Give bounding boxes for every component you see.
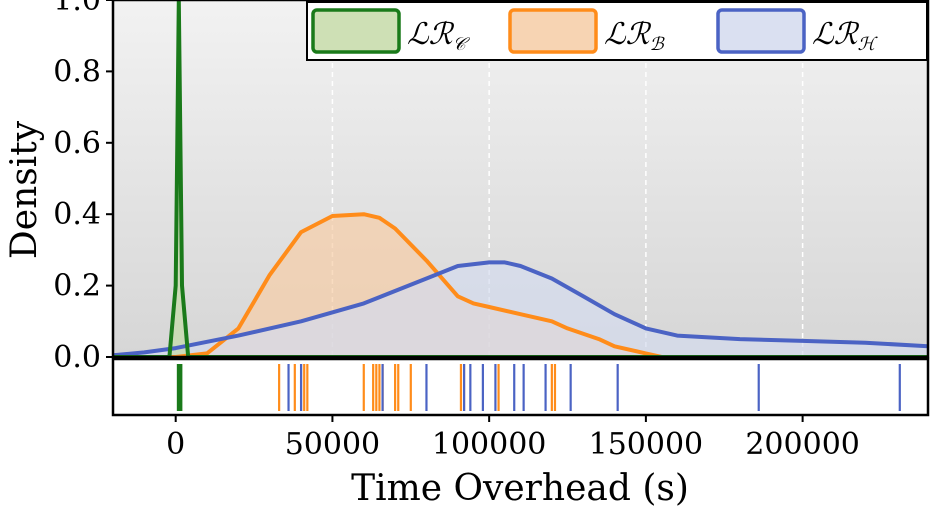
legend: ℒℛ𝒞 ℒℛℬ ℒℛℋ xyxy=(306,1,928,61)
y-axis-title: Density xyxy=(4,120,45,259)
main-plot-frame xyxy=(111,0,930,359)
y-tick-label: 0.4 xyxy=(53,197,101,232)
x-tick-label: 200000 xyxy=(745,427,860,462)
x-tick-label: 100000 xyxy=(432,427,547,462)
x-tick-label: 150000 xyxy=(589,427,704,462)
density-line-lr-c xyxy=(113,0,928,357)
y-tick-label: 0.6 xyxy=(53,126,101,161)
legend-swatch-lr-b xyxy=(508,8,598,54)
y-tick-label: 0.2 xyxy=(53,269,101,304)
legend-label-lr-b: ℒℛℬ xyxy=(604,17,666,55)
y-tick-label: 0.8 xyxy=(53,54,101,89)
x-axis: 0 50000 100000 150000 200000 xyxy=(166,415,860,462)
density-line-lr-h xyxy=(113,260,928,357)
rug-marks xyxy=(176,364,901,411)
density-line-lr-b xyxy=(113,212,928,357)
legend-label-lr-h: ℒℛℋ xyxy=(812,17,879,55)
y-tick-label: 1.0 xyxy=(53,0,101,18)
legend-swatch-lr-h xyxy=(716,8,806,54)
x-axis-title: Time Overhead (s) xyxy=(351,468,689,509)
y-axis: 0.0 0.2 0.4 0.6 0.8 1.0 xyxy=(53,0,113,375)
rug-panel xyxy=(111,357,930,417)
x-tick-label: 50000 xyxy=(285,427,380,462)
y-tick-label: 0.0 xyxy=(53,340,101,375)
x-tick-label: 0 xyxy=(166,427,185,462)
density-area-lr-h xyxy=(113,262,928,357)
legend-box xyxy=(306,1,928,61)
density-areas xyxy=(113,0,928,357)
legend-swatch-lr-c xyxy=(311,8,401,54)
